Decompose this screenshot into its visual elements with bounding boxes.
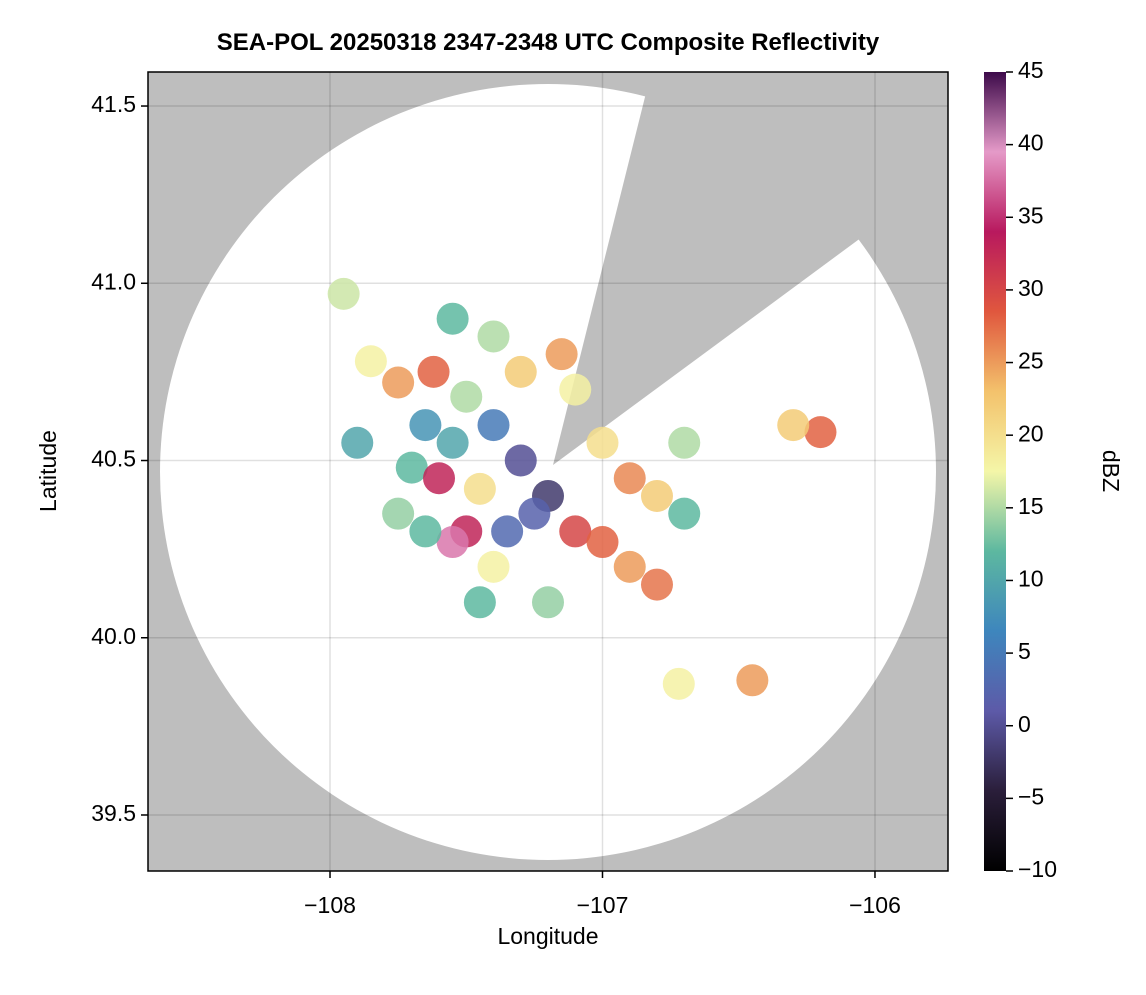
x-tick-label: −107 <box>577 892 629 918</box>
colorbar-label: dBZ <box>1098 450 1124 492</box>
colorbar-tick-label: −5 <box>1018 783 1044 809</box>
echo-cell <box>736 664 769 697</box>
x-tick-label: −108 <box>304 892 356 918</box>
echo-cell <box>463 472 496 505</box>
echo-cell <box>559 373 592 406</box>
echo-cell <box>436 426 469 459</box>
echo-cell <box>395 451 428 484</box>
echo-cell <box>504 444 537 477</box>
echo-cell <box>804 416 837 449</box>
echo-cell <box>518 497 551 530</box>
colorbar-tick-label: 15 <box>1018 493 1044 519</box>
chart-title: SEA-POL 20250318 2347-2348 UTC Composite… <box>217 29 880 56</box>
echo-cell <box>417 355 450 388</box>
echo-cell <box>545 338 578 371</box>
echo-cell <box>640 479 673 512</box>
echo-cell <box>668 426 701 459</box>
echo-cell <box>586 426 619 459</box>
echo-cell <box>504 355 537 388</box>
echo-cell <box>532 586 564 619</box>
y-tick-label: 41.0 <box>91 268 136 294</box>
colorbar-tick-label: 30 <box>1018 275 1044 301</box>
echo-cell <box>662 667 695 700</box>
echo-cell <box>777 409 810 442</box>
echo-cell <box>613 550 646 583</box>
echo-cell <box>382 366 415 399</box>
y-tick-label: 39.5 <box>91 800 136 826</box>
echo-cell <box>450 380 483 413</box>
colorbar-tick-label: 35 <box>1018 202 1044 228</box>
colorbar-tick-label: 40 <box>1018 130 1044 156</box>
echo-cell <box>559 515 592 548</box>
echo-cell <box>640 568 673 601</box>
plot-frame <box>147 71 949 872</box>
echo-cell <box>477 320 510 353</box>
colorbar-tick-label: 5 <box>1018 638 1031 664</box>
blocked-sector <box>553 72 948 465</box>
colorbar-tick-label: 20 <box>1018 420 1044 446</box>
echoes <box>327 277 837 700</box>
y-tick-label: 40.0 <box>91 623 136 649</box>
colorbar-tick-label: 10 <box>1018 566 1044 592</box>
echo-cell <box>341 426 374 459</box>
echo-cell <box>477 550 510 583</box>
colorbar-tick-label: −10 <box>1018 856 1057 882</box>
echo-cell <box>477 409 510 442</box>
echo-cell <box>327 277 360 310</box>
colorbar-tick-label: 25 <box>1018 348 1044 374</box>
echo-cell <box>436 526 469 559</box>
echo-cell <box>409 409 442 442</box>
grid <box>148 72 948 871</box>
x-tick-label: −106 <box>849 892 901 918</box>
echo-cell <box>436 302 469 335</box>
x-axis-label: Longitude <box>497 923 598 949</box>
echo-cell <box>382 497 415 530</box>
colorbar-tick-label: 0 <box>1018 711 1031 737</box>
radar-coverage <box>160 72 948 860</box>
echo-cell <box>463 586 496 619</box>
colorbar <box>984 72 1006 871</box>
echo-cell <box>668 497 701 530</box>
y-tick-label: 41.5 <box>91 91 136 117</box>
echo-cell <box>491 515 524 548</box>
echo-cell <box>586 526 619 559</box>
colorbar-tick-label: 45 <box>1018 57 1044 83</box>
echo-cell <box>354 345 387 378</box>
echo-cell <box>423 462 456 495</box>
echo-cell <box>613 462 646 495</box>
y-axis-label: Latitude <box>35 430 61 512</box>
y-tick-label: 40.5 <box>91 446 136 472</box>
echo-cell <box>409 515 442 548</box>
